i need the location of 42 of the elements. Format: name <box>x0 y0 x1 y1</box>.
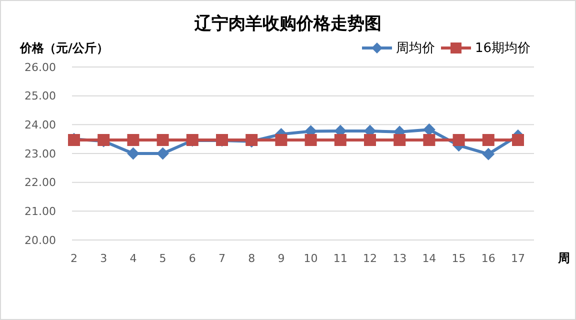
point <box>127 134 140 146</box>
legend-label: 16期均价 <box>475 41 531 56</box>
x-tick-label: 16 <box>481 252 496 265</box>
point <box>482 134 494 146</box>
x-tick-label: 10 <box>304 252 318 265</box>
x-tick-label: 13 <box>392 252 407 265</box>
point <box>156 134 169 146</box>
x-tick-label: 11 <box>333 252 348 265</box>
x-tick-label: 5 <box>159 252 166 265</box>
x-tick-label: 15 <box>452 252 466 265</box>
y-tick-label: 25.00 <box>24 90 56 103</box>
point <box>394 134 406 146</box>
point <box>275 134 288 146</box>
x-tick-label: 14 <box>422 252 436 265</box>
x-tick-label: 6 <box>188 252 196 265</box>
y-axis-title: 价格（元/公斤） <box>19 41 108 55</box>
point <box>423 134 436 146</box>
x-tick-label: 7 <box>218 252 226 265</box>
point <box>512 134 524 146</box>
point <box>127 148 140 160</box>
x-tick-label: 4 <box>130 252 137 265</box>
y-tick-label: 22.00 <box>24 176 56 190</box>
x-tick-label: 12 <box>363 252 377 265</box>
x-axis-title: 周 <box>557 251 570 265</box>
point <box>364 134 376 146</box>
x-tick-label: 17 <box>511 252 525 265</box>
point <box>304 134 317 146</box>
x-tick-label: 8 <box>248 252 256 265</box>
y-tick-label: 20.00 <box>24 234 56 247</box>
legend-label: 周均价 <box>396 41 435 56</box>
y-tick-label: 21.00 <box>24 205 56 218</box>
y-tick-label: 23.00 <box>24 147 56 160</box>
x-tick-label: 2 <box>70 252 78 265</box>
point <box>156 148 169 160</box>
y-tick-label: 26.00 <box>24 60 56 74</box>
x-tick-label: 3 <box>100 252 108 265</box>
point <box>452 134 465 146</box>
y-tick-label: 24.00 <box>24 118 56 132</box>
chart-title: 辽宁肉羊收购价格走势图 <box>194 14 382 34</box>
x-tick-label: 9 <box>278 252 285 265</box>
point <box>334 134 346 146</box>
point <box>482 148 494 160</box>
